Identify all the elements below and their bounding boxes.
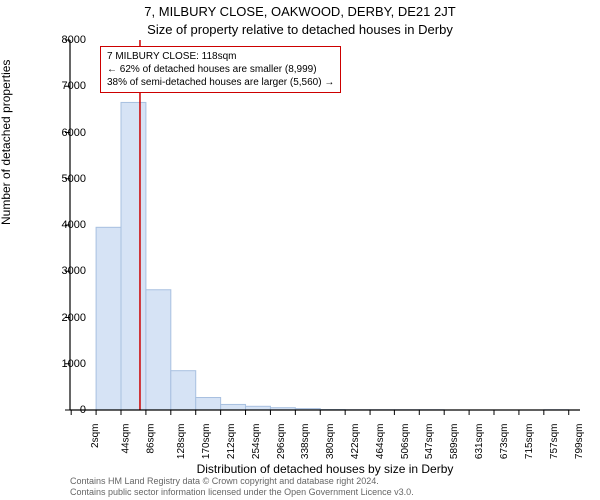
attribution-line-1: Contains HM Land Registry data © Crown c…: [70, 476, 580, 487]
histogram-bar: [146, 290, 171, 410]
x-tick-label: 212sqm: [226, 424, 237, 460]
x-tick-label: 631sqm: [474, 424, 485, 460]
x-tick-label: 799sqm: [574, 424, 585, 460]
info-line-1: 7 MILBURY CLOSE: 118sqm: [107, 50, 334, 63]
histogram-bar: [196, 398, 221, 410]
y-tick-label: 1000: [62, 358, 86, 370]
x-tick-label: 715sqm: [524, 424, 535, 460]
x-tick-label: 170sqm: [201, 424, 212, 460]
histogram-bar: [121, 102, 146, 410]
y-tick-label: 0: [80, 404, 86, 416]
x-tick-label: 464sqm: [375, 424, 386, 460]
y-tick-label: 6000: [62, 127, 86, 139]
property-info-box: 7 MILBURY CLOSE: 118sqm ← 62% of detache…: [100, 46, 341, 93]
x-tick-label: 2sqm: [90, 424, 101, 448]
x-tick-label: 128sqm: [176, 424, 187, 460]
y-tick-label: 8000: [62, 34, 86, 46]
x-tick-label: 380sqm: [325, 424, 336, 460]
histogram-chart: [70, 40, 580, 410]
x-tick-label: 757sqm: [549, 424, 560, 460]
x-tick-label: 422sqm: [350, 424, 361, 460]
x-tick-label: 673sqm: [499, 424, 510, 460]
y-tick-label: 2000: [62, 312, 86, 324]
x-tick-label: 44sqm: [121, 424, 132, 454]
chart-title-sub: Size of property relative to detached ho…: [0, 22, 600, 37]
x-tick-label: 296sqm: [276, 424, 287, 460]
attribution-text: Contains HM Land Registry data © Crown c…: [70, 476, 580, 498]
x-tick-label: 547sqm: [424, 424, 435, 460]
histogram-bar: [171, 371, 196, 410]
y-axis-label: Number of detached properties: [0, 60, 13, 225]
x-tick-label: 86sqm: [146, 424, 157, 454]
histogram-bar: [96, 227, 121, 410]
chart-title-main: 7, MILBURY CLOSE, OAKWOOD, DERBY, DE21 2…: [0, 4, 600, 19]
y-tick-label: 5000: [62, 173, 86, 185]
x-tick-label: 338sqm: [301, 424, 312, 460]
y-tick-label: 7000: [62, 80, 86, 92]
x-tick-label: 254sqm: [251, 424, 262, 460]
y-tick-label: 3000: [62, 265, 86, 277]
x-tick-label: 506sqm: [400, 424, 411, 460]
x-tick-label: 589sqm: [449, 424, 460, 460]
x-axis-label: Distribution of detached houses by size …: [70, 462, 580, 476]
info-line-3: 38% of semi-detached houses are larger (…: [107, 76, 334, 89]
attribution-line-2: Contains public sector information licen…: [70, 487, 580, 498]
histogram-bar: [221, 404, 246, 410]
info-line-2: ← 62% of detached houses are smaller (8,…: [107, 63, 334, 76]
y-tick-label: 4000: [62, 219, 86, 231]
chart-container: 7, MILBURY CLOSE, OAKWOOD, DERBY, DE21 2…: [0, 0, 600, 500]
